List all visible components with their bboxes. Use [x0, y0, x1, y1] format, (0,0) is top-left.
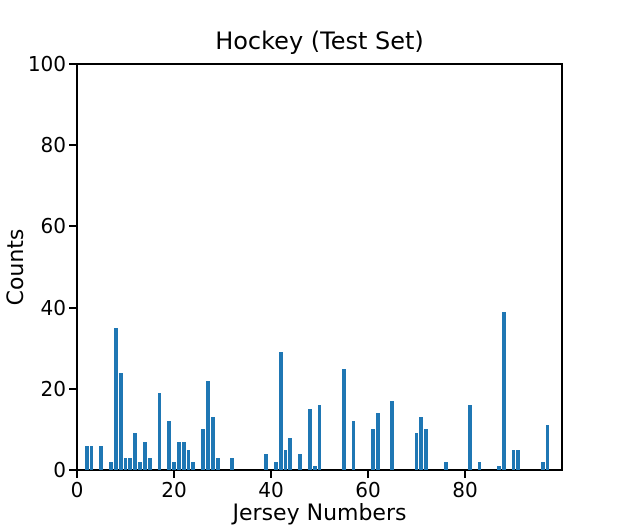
bar-jersey-81 — [467, 405, 472, 470]
bar-jersey-17 — [157, 392, 162, 470]
bar-jersey-27 — [206, 380, 210, 470]
bar-jersey-97 — [545, 425, 550, 470]
bar-jersey-39 — [264, 453, 269, 470]
bar-jersey-15 — [147, 457, 152, 470]
x-axis-label: Jersey Numbers — [232, 501, 407, 526]
x-tickmark-40 — [270, 471, 272, 478]
bar-jersey-10 — [123, 457, 128, 470]
bar-jersey-24 — [191, 461, 196, 470]
bar-jersey-46 — [298, 453, 303, 470]
y-tickmark-20 — [69, 387, 76, 390]
axis-spine-bottom — [76, 469, 563, 471]
y-tickmark-0 — [69, 469, 76, 471]
bar-jersey-29 — [215, 457, 220, 470]
bar-jersey-23 — [186, 449, 191, 470]
bar-jersey-65 — [390, 400, 395, 470]
bar-jersey-5 — [99, 445, 104, 470]
y-tick-label-40: 40 — [40, 295, 66, 320]
axis-spine-left — [76, 63, 78, 471]
bar-jersey-9 — [118, 372, 123, 470]
bar-jersey-21 — [176, 441, 181, 470]
bar-jersey-8 — [113, 327, 118, 470]
bar-jersey-42 — [278, 352, 283, 470]
bar-jersey-55 — [341, 368, 346, 470]
x-tick-label-80: 80 — [452, 478, 478, 502]
bar-jersey-41 — [273, 461, 278, 470]
bar-jersey-43 — [283, 449, 288, 470]
x-tick-label-40: 40 — [258, 478, 284, 502]
x-tick-label-60: 60 — [355, 478, 381, 502]
x-tick-label-20: 20 — [161, 478, 187, 502]
y-tick-label-60: 60 — [40, 214, 66, 239]
bar-jersey-96 — [540, 461, 545, 470]
bar-jersey-61 — [370, 429, 375, 470]
y-tick-label-20: 20 — [40, 376, 66, 401]
axis-spine-right — [561, 63, 563, 471]
bar-jersey-12 — [133, 433, 138, 470]
bar-jersey-62 — [375, 413, 380, 470]
bar-jersey-48 — [307, 409, 312, 470]
x-tickmark-20 — [173, 471, 175, 478]
bar-jersey-44 — [288, 437, 293, 470]
plot-area — [77, 64, 562, 470]
bar-jersey-32 — [230, 457, 235, 470]
bar-jersey-57 — [351, 421, 356, 470]
y-tickmark-40 — [69, 306, 76, 309]
bar-jersey-7 — [109, 461, 113, 470]
x-tickmark-80 — [464, 471, 466, 478]
bar-jersey-20 — [172, 461, 176, 470]
axis-spine-top — [76, 63, 563, 65]
bar-jersey-87 — [497, 465, 501, 470]
bar-jersey-76 — [443, 461, 448, 470]
y-tickmark-80 — [69, 144, 76, 147]
y-tickmark-100 — [69, 63, 76, 65]
bar-jersey-88 — [501, 311, 506, 470]
x-tickmark-60 — [367, 471, 369, 478]
y-tick-label-80: 80 — [40, 133, 66, 158]
bar-jersey-13 — [138, 461, 142, 470]
x-tickmark-0 — [76, 471, 78, 478]
chart-title: Hockey (Test Set) — [215, 27, 424, 55]
bar-jersey-26 — [201, 429, 206, 470]
bar-jersey-19 — [167, 421, 172, 470]
bar-jersey-22 — [181, 441, 186, 470]
bar-jersey-11 — [128, 457, 133, 470]
bar-jersey-91 — [516, 449, 521, 470]
bar-jersey-70 — [414, 433, 419, 470]
y-tick-label-0: 0 — [53, 458, 66, 482]
bar-jersey-71 — [419, 417, 424, 470]
bar-jersey-3 — [89, 445, 94, 470]
y-tick-label-100: 100 — [27, 52, 66, 76]
bar-jersey-83 — [477, 461, 482, 470]
bar-jersey-2 — [84, 445, 89, 470]
y-tickmark-60 — [69, 225, 76, 228]
bar-jersey-50 — [317, 405, 322, 470]
x-tick-label-0: 0 — [70, 478, 84, 502]
bar-jersey-90 — [511, 449, 516, 470]
bar-jersey-14 — [142, 441, 147, 470]
bar-jersey-72 — [424, 429, 429, 470]
bar-jersey-49 — [312, 465, 317, 470]
bar-jersey-28 — [210, 417, 215, 470]
